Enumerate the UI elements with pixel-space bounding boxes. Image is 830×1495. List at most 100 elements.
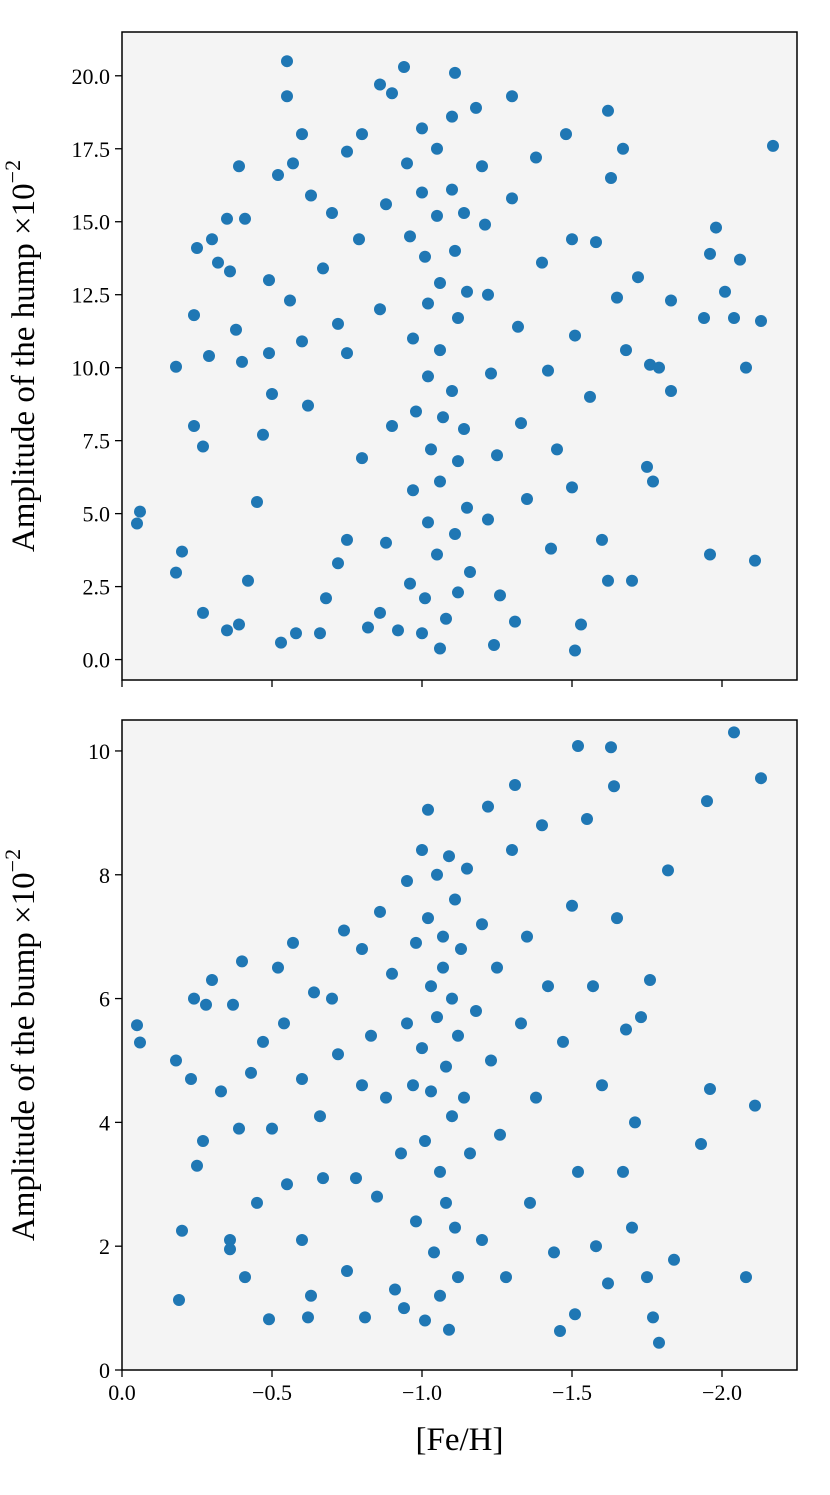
data-point: [374, 78, 386, 91]
data-point: [305, 1289, 317, 1302]
data-point: [641, 1271, 653, 1284]
data-point: [239, 212, 251, 225]
data-point: [425, 1085, 437, 1098]
data-point: [401, 874, 413, 887]
data-point: [326, 992, 338, 1005]
y-tick-label: 12.5: [72, 283, 111, 308]
data-point: [440, 1196, 452, 1209]
data-point: [431, 548, 443, 561]
data-point: [740, 361, 752, 374]
x-axis-label: [Fe/H]: [416, 1422, 504, 1458]
data-point: [416, 122, 428, 135]
data-point: [332, 557, 344, 570]
data-point: [584, 390, 596, 403]
data-point: [476, 1234, 488, 1246]
data-point: [611, 912, 623, 925]
data-point: [374, 606, 386, 619]
data-point: [434, 1165, 446, 1178]
data-point: [485, 1054, 497, 1067]
data-point: [569, 644, 581, 657]
data-point: [200, 998, 212, 1011]
data-point: [653, 361, 665, 374]
data-point: [233, 160, 245, 173]
data-point: [203, 350, 215, 362]
data-point: [602, 574, 614, 587]
data-point: [320, 592, 332, 605]
data-point: [332, 1048, 344, 1061]
data-point: [170, 1054, 182, 1067]
data-point: [608, 780, 620, 793]
data-point: [647, 475, 659, 488]
data-point: [353, 233, 365, 246]
data-point: [476, 160, 488, 173]
data-point: [590, 236, 602, 249]
data-point: [341, 533, 353, 546]
data-point: [635, 1011, 647, 1024]
data-point: [419, 1134, 431, 1147]
data-point: [410, 936, 422, 949]
data-point: [464, 1147, 476, 1160]
data-point: [215, 1085, 227, 1098]
data-point: [185, 1073, 197, 1086]
y-tick-label: 10.0: [72, 356, 111, 381]
data-point: [302, 1311, 314, 1324]
data-point: [170, 566, 182, 579]
x-tick-label: −1.0: [402, 1380, 442, 1405]
data-point: [506, 90, 518, 103]
data-point: [662, 864, 674, 877]
y-tick-label: 2.5: [83, 575, 111, 600]
data-point: [431, 868, 443, 881]
data-point: [422, 803, 434, 816]
data-point: [416, 1042, 428, 1055]
data-point: [374, 303, 386, 316]
data-point: [197, 606, 209, 619]
data-point: [416, 627, 428, 640]
data-point: [404, 230, 416, 243]
data-point: [596, 1079, 608, 1092]
data-point: [401, 157, 413, 170]
data-point: [317, 1172, 329, 1185]
data-point: [386, 420, 398, 433]
data-point: [434, 642, 446, 655]
data-point: [458, 206, 470, 219]
data-point: [281, 55, 293, 68]
data-point: [422, 516, 434, 529]
data-point: [452, 455, 464, 468]
data-point: [404, 577, 416, 590]
data-point: [755, 772, 767, 785]
data-point: [401, 1017, 413, 1030]
data-point: [701, 795, 713, 808]
data-point: [266, 387, 278, 400]
data-point: [545, 542, 557, 555]
data-point: [341, 145, 353, 158]
data-point: [470, 1004, 482, 1017]
data-point: [296, 335, 308, 348]
data-point: [356, 128, 368, 141]
data-point: [620, 344, 632, 357]
data-point: [446, 992, 458, 1005]
data-point: [263, 274, 275, 287]
data-point: [617, 1165, 629, 1178]
data-point: [542, 980, 554, 993]
data-point: [227, 998, 239, 1011]
y-tick-label: 4: [99, 1110, 110, 1135]
data-point: [431, 142, 443, 155]
data-point: [464, 566, 476, 578]
data-point: [485, 367, 497, 380]
data-point: [521, 930, 533, 943]
data-point: [257, 1035, 269, 1048]
data-point: [422, 297, 434, 310]
data-point: [452, 586, 464, 599]
data-point: [704, 247, 716, 260]
data-point: [131, 517, 143, 530]
data-point: [494, 589, 506, 602]
data-point: [341, 347, 353, 360]
data-point: [386, 87, 398, 100]
data-point: [356, 1079, 368, 1092]
data-point: [605, 741, 617, 754]
panel: 0.0 2.5 5.0 7.5 10.0 12.5 15.0 17.5 20.0 Amplitud…: [0, 31, 798, 687]
data-point: [494, 1128, 506, 1141]
data-point: [275, 636, 287, 649]
data-point: [536, 256, 548, 269]
data-point: [188, 420, 200, 433]
